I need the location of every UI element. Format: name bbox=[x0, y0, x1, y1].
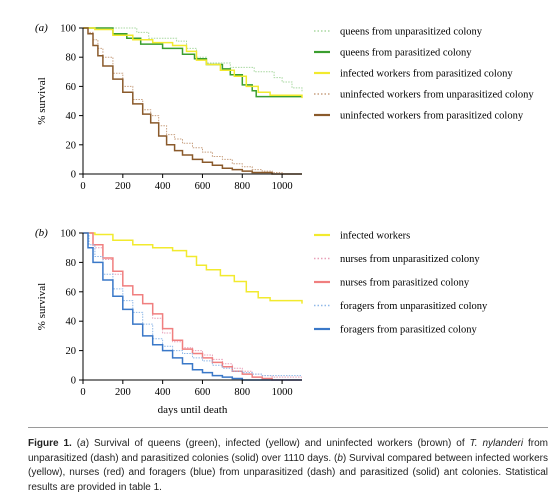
panel-label: (b) bbox=[35, 227, 48, 239]
x-tick-label: 1000 bbox=[272, 387, 293, 398]
figure-label: Figure 1. bbox=[28, 438, 72, 449]
series-line-3 bbox=[83, 27, 303, 99]
y-tick-label: 80 bbox=[66, 258, 77, 269]
y-axis-label: % survival bbox=[36, 77, 48, 124]
y-tick-label: 40 bbox=[66, 317, 77, 328]
caption-species: T. nylanderi bbox=[469, 438, 524, 449]
panel-label: (a) bbox=[35, 22, 48, 34]
series-line-4 bbox=[83, 27, 302, 175]
y-axis-label: % survival bbox=[36, 283, 48, 330]
y-tick-label: 60 bbox=[66, 287, 77, 298]
caption-b-label: b bbox=[337, 452, 343, 464]
figure-caption: Figure 1. (a) Survival of queens (green)… bbox=[28, 437, 548, 495]
x-axis-label: days until death bbox=[158, 404, 228, 416]
caption-divider bbox=[28, 427, 548, 428]
legend-label: foragers from unparasitized colony bbox=[340, 301, 488, 312]
x-tick-label: 800 bbox=[234, 387, 250, 398]
x-tick-label: 0 bbox=[80, 387, 85, 398]
series-line-4 bbox=[83, 232, 302, 377]
y-tick-label: 60 bbox=[66, 82, 77, 93]
x-tick-label: 200 bbox=[115, 181, 131, 192]
caption-text-4: ) Survival compared between infected wor… bbox=[28, 452, 549, 493]
y-tick-label: 100 bbox=[60, 24, 76, 35]
caption-text-3: from unparasitized (dash) and parasitize… bbox=[28, 438, 549, 464]
x-tick-label: 0 bbox=[80, 181, 85, 192]
y-tick-label: 20 bbox=[66, 346, 77, 357]
series-line-1 bbox=[83, 232, 303, 304]
caption-a-label: a bbox=[80, 438, 86, 449]
legend-label: nurses from parasitized colony bbox=[340, 278, 470, 289]
y-tick-label: 40 bbox=[66, 111, 77, 122]
legend-label: uninfected workers from unparasitized co… bbox=[340, 90, 534, 101]
y-tick-label: 0 bbox=[71, 376, 76, 387]
legend-label: infected workers bbox=[340, 231, 410, 242]
x-tick-label: 1000 bbox=[272, 181, 293, 192]
series-line-1 bbox=[83, 27, 303, 93]
legend-label: infected workers from parasitized colony bbox=[340, 69, 513, 80]
x-tick-label: 400 bbox=[155, 387, 171, 398]
x-tick-label: 600 bbox=[195, 181, 211, 192]
x-tick-label: 600 bbox=[195, 387, 211, 398]
series-line-3 bbox=[83, 232, 302, 381]
legend-label: queens from unparasitized colony bbox=[340, 27, 483, 38]
x-tick-label: 400 bbox=[155, 181, 171, 192]
legend-label: uninfected workers from parasitized colo… bbox=[340, 111, 524, 122]
series-line-5 bbox=[83, 232, 302, 381]
y-tick-label: 80 bbox=[66, 53, 77, 64]
caption-text-1: ( bbox=[76, 438, 81, 449]
x-tick-label: 200 bbox=[115, 387, 131, 398]
legend-label: queens from parasitized colony bbox=[340, 48, 472, 59]
y-tick-label: 20 bbox=[66, 140, 77, 151]
caption-text-2: ) Survival of queens (green), infected (… bbox=[85, 438, 470, 449]
y-tick-label: 100 bbox=[60, 229, 76, 240]
series-line-2 bbox=[83, 232, 302, 378]
y-tick-label: 0 bbox=[71, 170, 76, 181]
x-tick-label: 800 bbox=[234, 181, 250, 192]
series-line-5 bbox=[83, 27, 302, 175]
legend-label: nurses from unparasitized colony bbox=[340, 254, 480, 265]
legend-label: foragers from parasitized colony bbox=[340, 325, 477, 336]
series-line-2 bbox=[83, 27, 302, 98]
